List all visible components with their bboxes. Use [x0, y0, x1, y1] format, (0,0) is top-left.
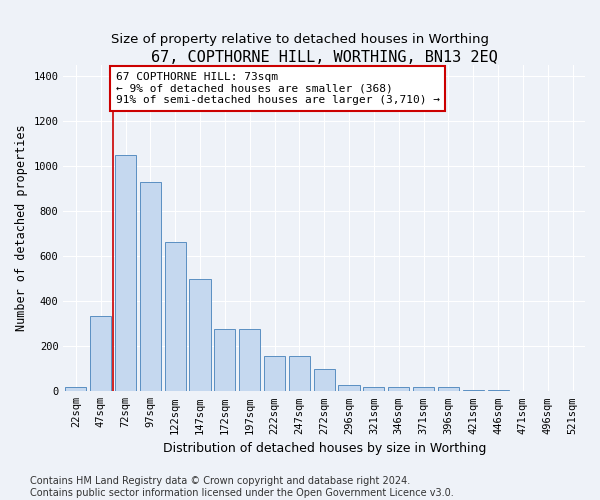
Y-axis label: Number of detached properties: Number of detached properties [15, 125, 28, 332]
Bar [488, 390, 509, 392]
Bar [65, 387, 86, 392]
Bar [239, 330, 260, 392]
Bar [463, 390, 484, 392]
Bar [164, 242, 186, 392]
Bar [364, 387, 385, 392]
Bar [214, 330, 235, 392]
Bar [314, 369, 335, 392]
Bar [140, 182, 161, 392]
Title: 67, COPTHORNE HILL, WORTHING, BN13 2EQ: 67, COPTHORNE HILL, WORTHING, BN13 2EQ [151, 50, 497, 65]
Bar [438, 387, 459, 392]
Bar [388, 387, 409, 392]
Bar [338, 384, 359, 392]
X-axis label: Distribution of detached houses by size in Worthing: Distribution of detached houses by size … [163, 442, 486, 455]
Text: Contains HM Land Registry data © Crown copyright and database right 2024.
Contai: Contains HM Land Registry data © Crown c… [30, 476, 454, 498]
Bar [90, 316, 111, 392]
Bar [190, 279, 211, 392]
Text: Size of property relative to detached houses in Worthing: Size of property relative to detached ho… [111, 32, 489, 46]
Bar [289, 356, 310, 392]
Bar [264, 356, 285, 392]
Bar [115, 155, 136, 392]
Bar [413, 387, 434, 392]
Text: 67 COPTHORNE HILL: 73sqm
← 9% of detached houses are smaller (368)
91% of semi-d: 67 COPTHORNE HILL: 73sqm ← 9% of detache… [116, 72, 440, 105]
